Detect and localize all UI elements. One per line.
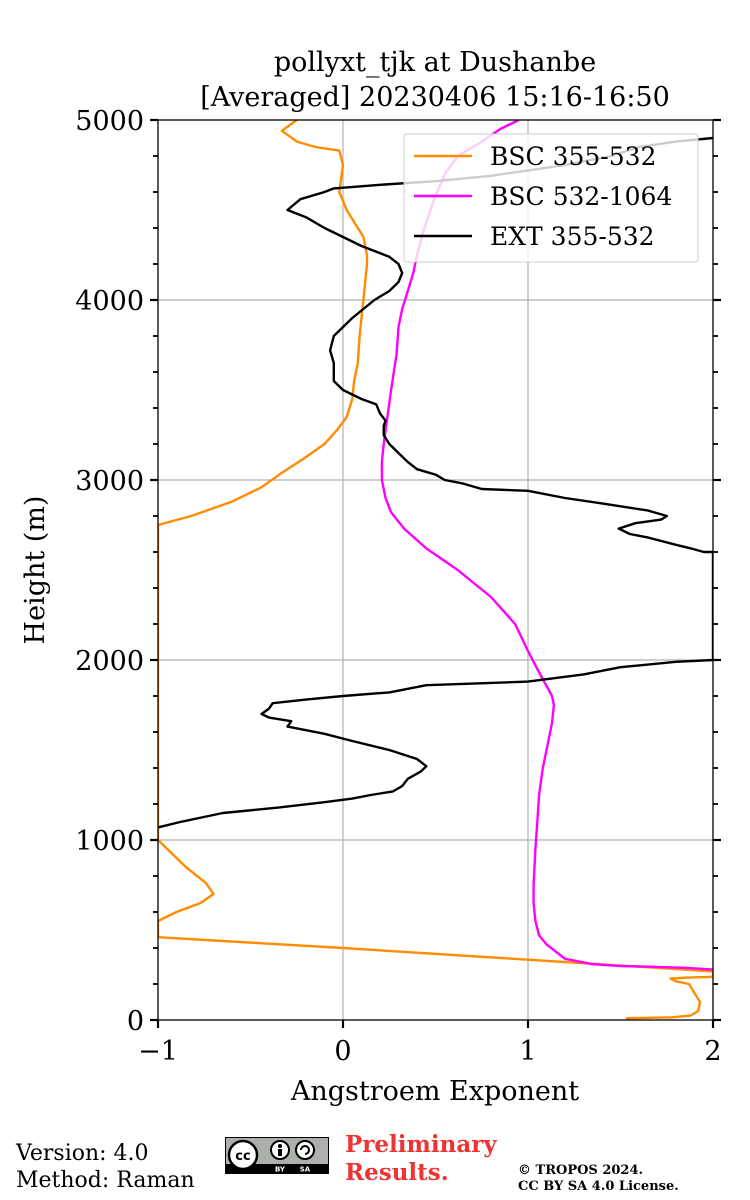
legend-label: BSC 532-1064 [490,182,672,211]
x-tick-label: −1 [138,1036,178,1067]
y-tick-label: 4000 [75,286,144,317]
y-axis-label: Height (m) [20,496,51,645]
plot-frame [157,119,714,1021]
x-axis-label: Angstroem Exponent [290,1076,579,1107]
cc-badge-sa-text: SA [300,1166,311,1174]
series-line-ext-355-532 [158,136,713,829]
cc-badge-cc-text: cc [235,1149,250,1164]
series-line-bsc-355-532 [158,120,713,1020]
x-tick-label: 2 [704,1036,721,1067]
y-tick-label: 3000 [75,466,144,497]
method-text: Method: Raman [16,1168,195,1193]
y-tick-label: 2000 [75,646,144,677]
copyright-notice: © TROPOS 2024. CC BY SA 4.0 License. [518,1163,679,1195]
version-block: Version: 4.0 Method: Raman [16,1140,195,1194]
series-layer [158,120,713,1020]
y-tick-label: 5000 [75,106,144,137]
legend: BSC 355-532 BSC 532-1064 EXT 355-532 [403,133,699,263]
chart-title-line-1: pollyxt_tjk at Dushanbe [274,47,596,78]
series-line-bsc-532-1064 [380,120,713,971]
cc-by-sa-badge: cc BY SA [225,1137,329,1174]
legend-label: BSC 355-532 [490,142,656,171]
preliminary-line-1: Preliminary [345,1131,497,1158]
legend-label: EXT 355-532 [490,222,655,251]
share-alike-icon [295,1140,315,1160]
preliminary-notice: Preliminary Results. [345,1131,497,1187]
y-tick-label: 1000 [75,826,144,857]
cc-badge-by-text: BY [275,1166,286,1174]
chart-title-line-2: [Averaged] 20230406 15:16-16:50 [200,82,670,113]
copyright-line-1: © TROPOS 2024. [518,1163,644,1178]
preliminary-line-2: Results. [345,1159,449,1186]
y-tick-label: 0 [127,1006,144,1037]
legend-box [403,133,699,263]
x-tick-label: 0 [334,1036,351,1067]
x-tick-label: 1 [519,1036,536,1067]
version-text: Version: 4.0 [16,1141,149,1166]
grid-lines [158,120,713,1020]
copyright-line-2: CC BY SA 4.0 License. [518,1179,679,1194]
